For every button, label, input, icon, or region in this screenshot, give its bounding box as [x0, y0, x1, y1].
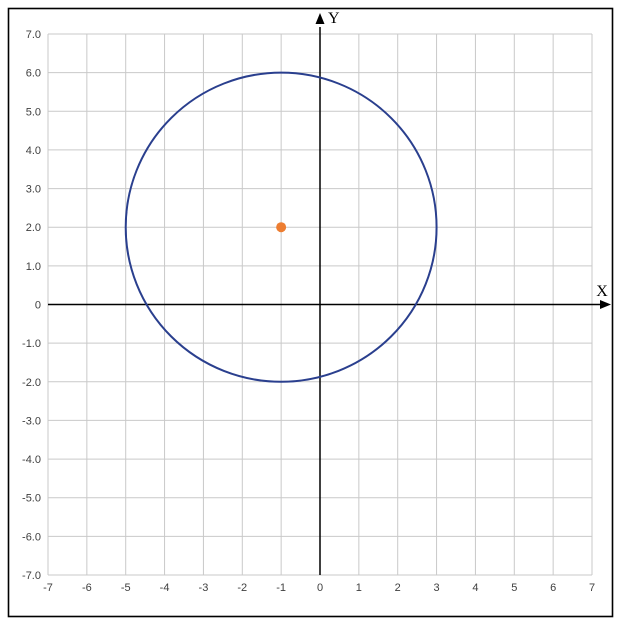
center-point-marker	[276, 222, 287, 233]
x-tick-label: 5	[511, 582, 517, 594]
y-tick-label: 4.0	[26, 145, 41, 157]
circle-curve	[124, 71, 438, 383]
x-tick-label: 0	[317, 582, 323, 594]
y-tick-label: 1.0	[26, 261, 41, 273]
y-tick-label: -6.0	[22, 531, 41, 543]
y-tick-label: 5.0	[26, 106, 41, 118]
y-tick-label: -5.0	[22, 493, 41, 505]
axis-layer	[48, 13, 611, 575]
x-tick-label: 3	[434, 582, 440, 594]
y-tick-label: -3.0	[22, 415, 41, 427]
y-tick-label: -4.0	[22, 454, 41, 466]
series-layer	[124, 71, 438, 383]
x-tick-label: 7	[589, 582, 595, 594]
x-tick-label: -3	[199, 582, 209, 594]
x-tick-label: 2	[395, 582, 401, 594]
y-tick-label: 6.0	[26, 68, 41, 80]
y-tick-label: 3.0	[26, 184, 41, 196]
tick-layer: -7 -6 -5 -4 -3 -2 -1 0 1 2 3 4 5 6 7 7.0 6.0 5.0 4.0 3.0 2.0…	[22, 29, 595, 594]
x-tick-label: -2	[237, 582, 247, 594]
x-tick-label: -7	[43, 582, 53, 594]
x-tick-label: 6	[550, 582, 556, 594]
x-tick-label: 1	[356, 582, 362, 594]
y-tick-label: 0	[35, 300, 41, 312]
figure-border	[7, 7, 614, 618]
x-tick-label: -6	[82, 582, 92, 594]
x-axis-arrow	[600, 300, 611, 309]
y-tick-label: -7.0	[22, 570, 41, 582]
y-tick-label: -2.0	[22, 377, 41, 389]
y-tick-label: 7.0	[26, 29, 41, 41]
x-tick-label: -4	[160, 582, 170, 594]
y-tick-label: -1.0	[22, 338, 41, 350]
y-axis-arrow	[315, 13, 325, 24]
x-tick-label: -5	[121, 582, 131, 594]
y-tick-label: 2.0	[26, 222, 41, 234]
x-tick-label: 4	[472, 582, 478, 594]
x-axis-label: X	[596, 283, 608, 300]
x-tick-label: -1	[276, 582, 286, 594]
y-axis-label: Y	[328, 10, 340, 27]
